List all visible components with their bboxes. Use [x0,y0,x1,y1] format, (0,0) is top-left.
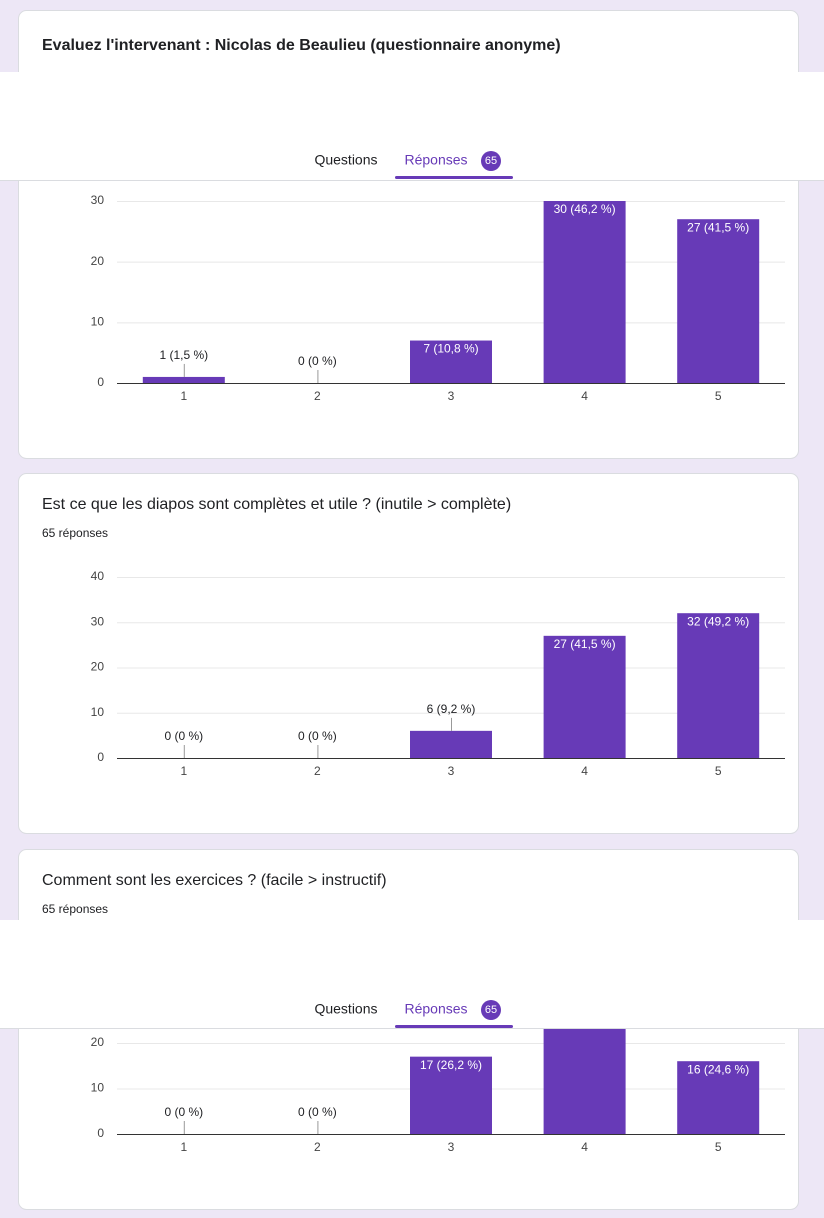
value-label: 0 (0 %) [164,1105,203,1119]
y-tick-label: 10 [91,705,105,719]
x-tick-label: 2 [314,764,321,778]
value-label: 27 (41,5 %) [687,220,749,234]
x-tick-label: 5 [715,764,722,778]
x-tick-label: 3 [448,1140,455,1154]
x-tick-label: 2 [314,389,321,403]
headers: Questions Réponses 65 Questions Réponses… [0,72,824,1029]
tab-questions[interactable]: Questions [314,152,377,168]
badge-count: 65 [485,155,497,167]
y-tick-label: 30 [91,614,105,628]
badge [481,151,501,171]
x-tick-label: 3 [448,389,455,403]
tab-bar-bg [0,920,824,1028]
bar [543,635,626,758]
value-label: 0 (0 %) [164,729,203,743]
bar [677,219,760,383]
x-tick-label: 2 [314,1140,321,1154]
x-tick-label: 3 [448,764,455,778]
value-label: 16 (24,6 %) [687,1062,749,1076]
value-label: 7 (10,8 %) [423,342,478,356]
value-label: 27 (41,5 %) [554,637,616,651]
y-tick-label: 20 [91,660,105,674]
y-tick-label: 30 [91,193,105,207]
bar [543,201,626,383]
y-tick-label: 10 [91,1081,105,1095]
value-label: 0 (0 %) [298,1105,337,1119]
tab-bar-bg [0,72,824,180]
value-label: 1 (1,5 %) [159,348,208,362]
bar [142,376,225,383]
badge [481,1000,501,1020]
value-label: 6 (9,2 %) [427,702,476,716]
tab-questions[interactable]: Questions [314,1001,377,1017]
y-tick-label: 0 [97,1126,104,1140]
tab-bar: Questions Réponses 65 [0,920,824,1029]
tab-indicator [395,1025,513,1028]
badge-count: 65 [485,1004,497,1016]
x-tick-label: 1 [180,389,187,403]
value-label: 32 (49,2 %) [687,614,749,628]
bar [410,1056,492,1134]
value-label: 17 (26,2 %) [420,1058,482,1072]
card [18,849,799,1210]
value-label: 0 (0 %) [298,354,337,368]
y-tick-label: 20 [91,254,105,268]
bar [410,340,492,383]
x-tick-label: 4 [581,389,588,403]
question-title: Est ce que les diapos sont complètes et … [42,496,511,513]
tab-responses[interactable]: Réponses [404,1001,467,1017]
tab-indicator [395,176,513,179]
x-tick-label: 4 [581,1140,588,1154]
bar [677,613,760,758]
tab-responses[interactable]: Réponses [404,152,467,168]
response-count: 65 réponses [42,902,108,916]
bar [677,1061,760,1134]
y-tick-label: 10 [91,315,105,329]
y-tick-label: 20 [91,1035,105,1049]
x-tick-label: 1 [180,1140,187,1154]
value-label: 0 (0 %) [298,729,337,743]
y-tick-label: 0 [97,750,104,764]
value-label: 30 (46,2 %) [554,202,616,216]
question-title: Comment sont les exercices ? (facile > i… [42,872,387,889]
y-tick-label: 0 [97,375,104,389]
form-title: Evaluez l'intervenant : Nicolas de Beaul… [42,37,561,54]
y-tick-label: 40 [91,569,105,583]
response-count: 65 réponses [42,526,108,540]
x-tick-label: 1 [180,764,187,778]
x-tick-label: 4 [581,764,588,778]
bar [410,730,492,758]
tab-bar: Questions Réponses 65 [0,72,824,181]
x-tick-label: 5 [715,389,722,403]
x-tick-label: 5 [715,1140,722,1154]
